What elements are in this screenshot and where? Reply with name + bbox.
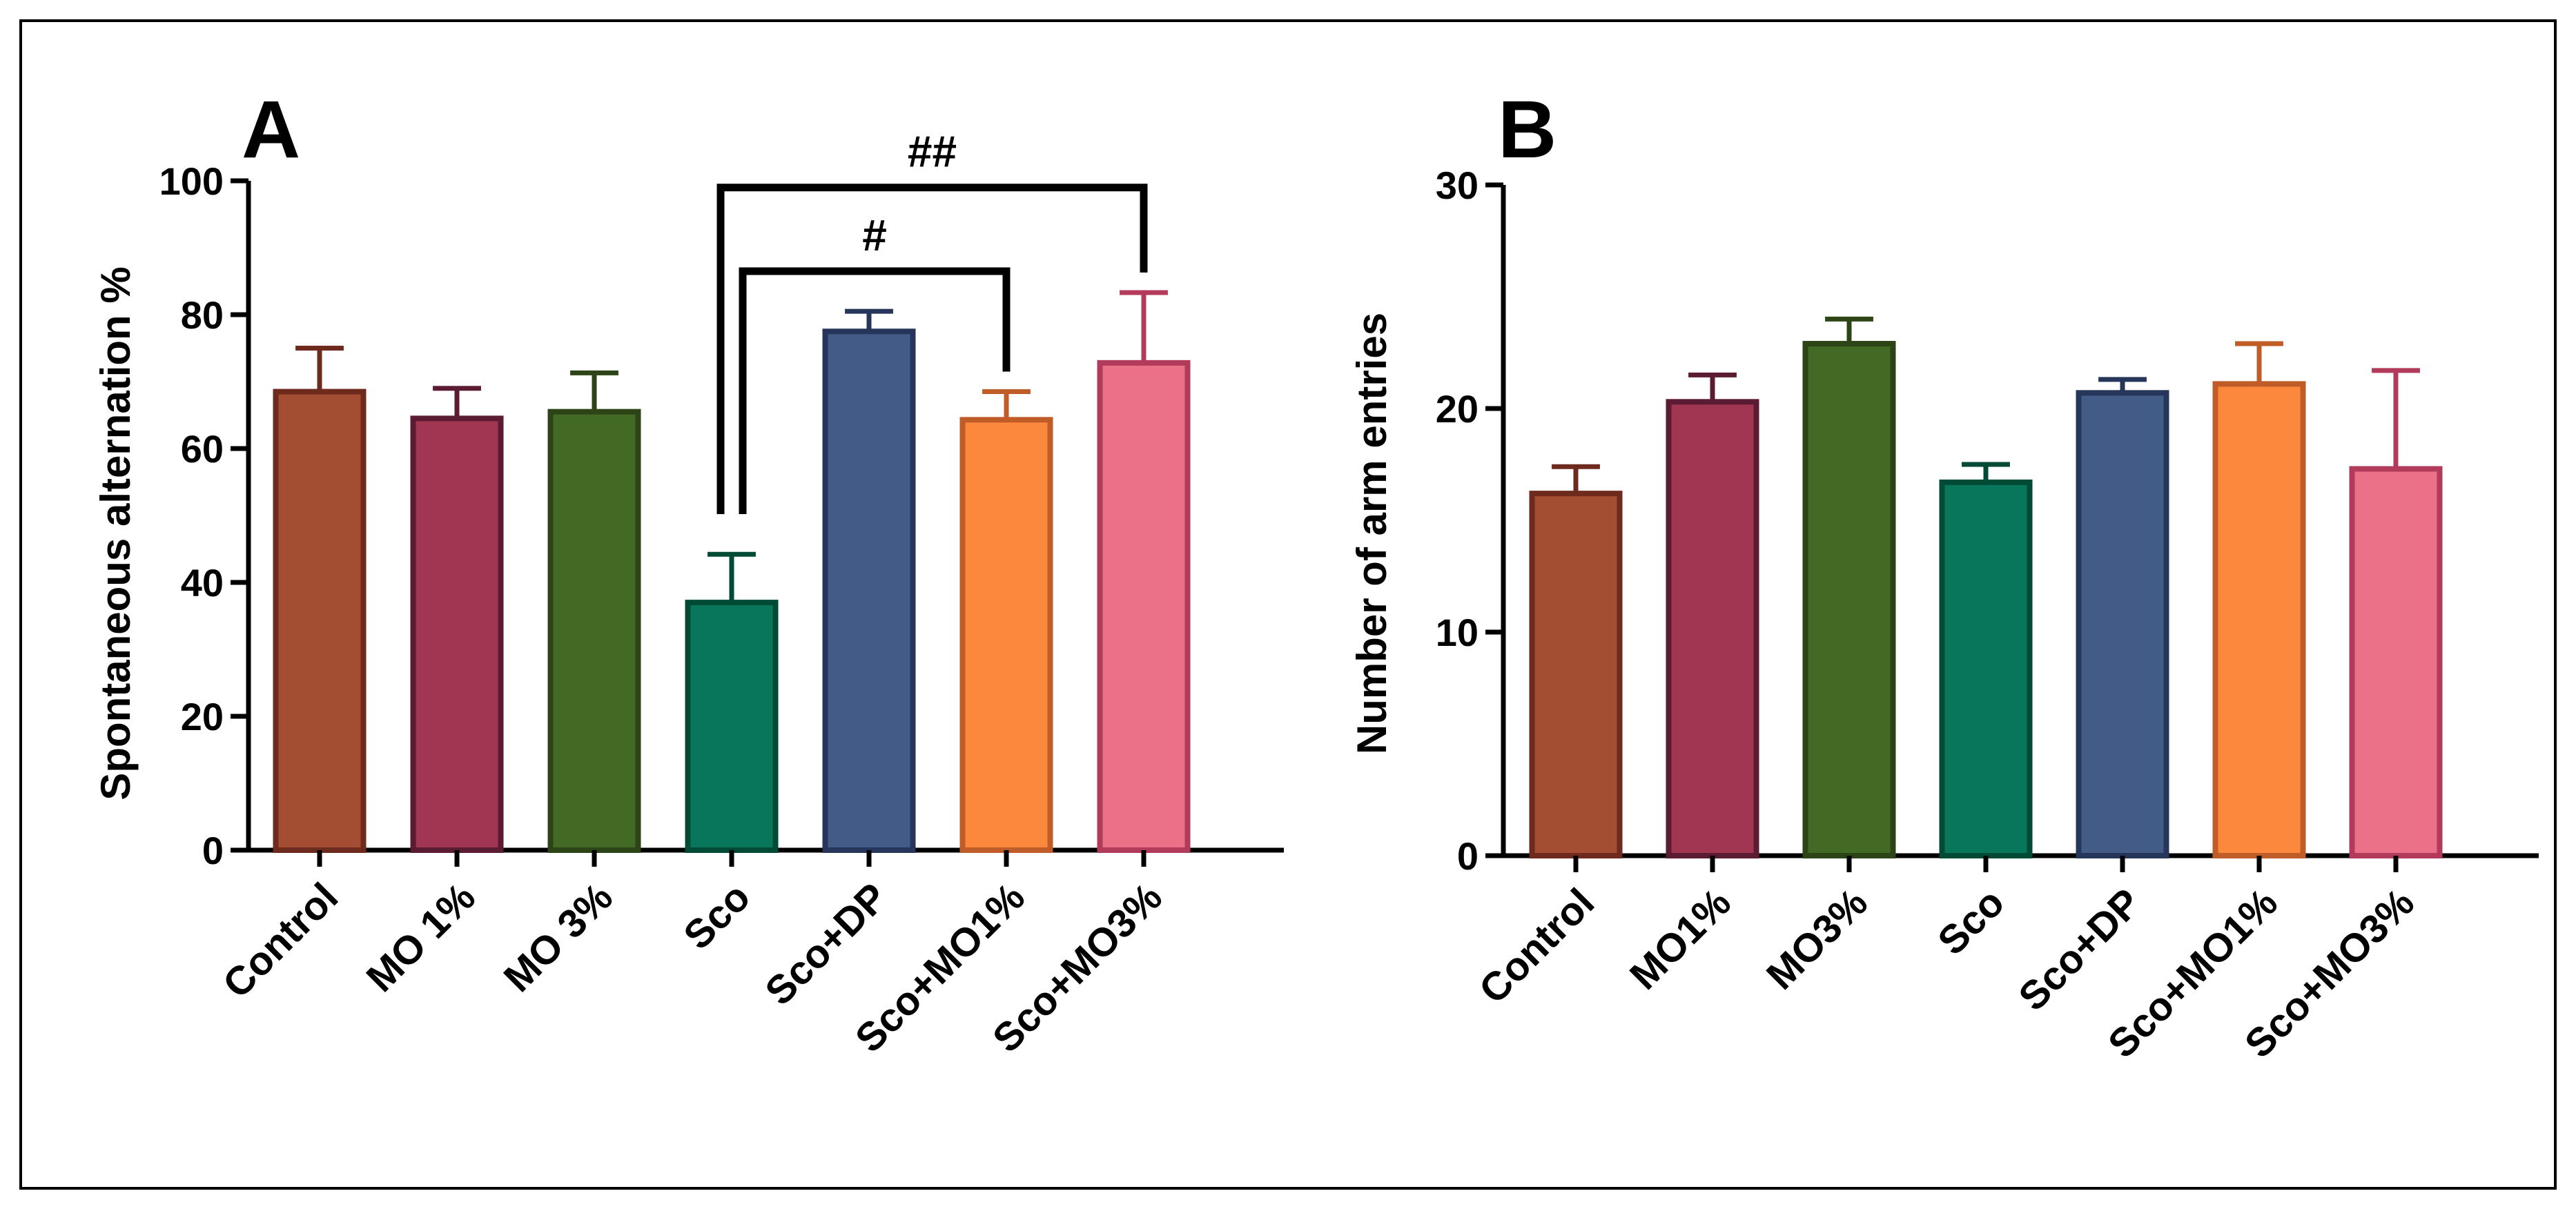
panel-a-significance-label: ## — [908, 127, 957, 177]
panel-a-y-tick-label: 40 — [181, 561, 224, 604]
panel-a-x-tick-label: MO 1% — [358, 874, 484, 1001]
panel-a-y-tick-label: 100 — [159, 159, 224, 203]
panel-a-y-tick-label: 60 — [181, 427, 224, 471]
panel-b-bar — [1802, 341, 1896, 859]
panel-a-y-tick-label: 0 — [202, 829, 224, 872]
panel-a-bar — [410, 415, 504, 853]
panel-a-bar — [959, 417, 1053, 853]
panel-a-significance-bracket — [716, 184, 1148, 515]
panel-b-x-tick-label: Control — [1470, 880, 1603, 1012]
panel-a-bar — [273, 389, 367, 853]
panel-a-significance-bracket — [739, 267, 1011, 515]
panel-a-x-tick-label: Sco+DP — [757, 874, 896, 1014]
panel-b-y-tick-label: 0 — [1457, 834, 1479, 878]
panel-a-letter: A — [242, 84, 300, 175]
panel-b-x-tick-label: Sco — [1929, 880, 2013, 963]
panel-b-bar — [1939, 479, 2033, 858]
panel-a-x-tick-label: Sco — [675, 874, 759, 958]
panel-a-significance-label: # — [862, 210, 887, 260]
panel-a-x-tick-label: Control — [214, 874, 347, 1007]
panel-a-x-tick-label: MO 3% — [495, 874, 621, 1001]
panel-b-bar — [1529, 491, 1623, 858]
panel-a-bar — [1097, 360, 1191, 853]
panel-a-chart: A Spontaneous alternation % 0 20 40 60 80 100… — [92, 84, 1284, 1061]
panel-b-y-axis-title: Number of arm entries — [1349, 313, 1395, 754]
panel-a-bar — [685, 600, 779, 853]
panel-b-y-tick-label: 10 — [1436, 611, 1479, 654]
panel-b-x-tick-label: MO1% — [1621, 880, 1739, 998]
panel-b-x-tick-label: MO3% — [1758, 880, 1876, 998]
panel-b-x-tick-label: Sco+DP — [2010, 880, 2149, 1019]
panel-a-y-axis-title: Spontaneous alternation % — [92, 266, 139, 800]
panel-b-y-tick-label: 30 — [1436, 164, 1479, 207]
panel-a-bar — [822, 328, 916, 853]
panel-a-bar — [547, 409, 641, 853]
panel-b-bar — [2212, 381, 2306, 858]
panel-b-bar — [1666, 399, 1759, 858]
panel-b-bar — [2349, 466, 2443, 858]
panel-a-y-tick-label: 20 — [181, 695, 224, 738]
panel-b-y-tick-label: 20 — [1436, 387, 1479, 431]
panel-a-y-tick-label: 80 — [181, 293, 224, 337]
panel-b-letter: B — [1498, 84, 1557, 175]
panel-b-bar — [2076, 390, 2169, 858]
